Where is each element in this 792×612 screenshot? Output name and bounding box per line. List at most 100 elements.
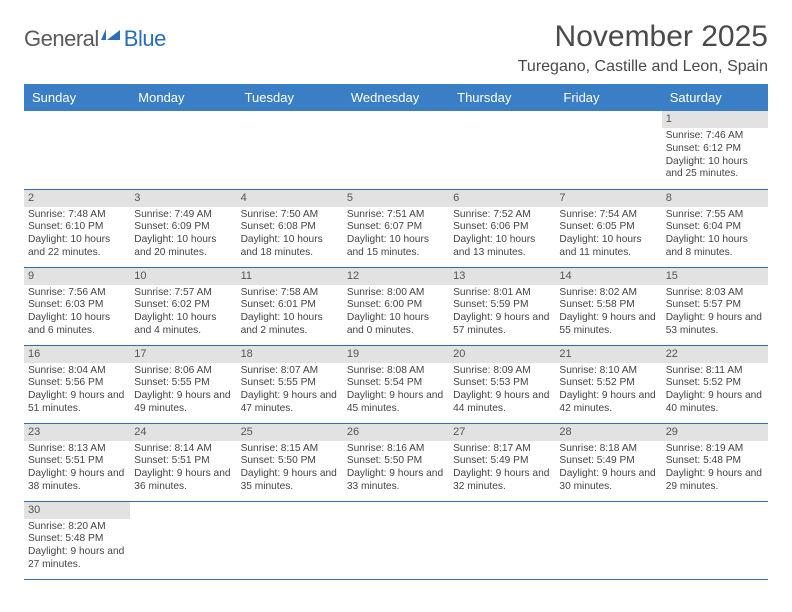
day-number: 5 [343, 190, 449, 207]
logo-text-blue: Blue [124, 26, 166, 52]
day-details: Sunrise: 8:15 AMSunset: 5:50 PMDaylight:… [237, 441, 343, 498]
daylight-line: Daylight: 9 hours and 38 minutes. [28, 468, 124, 492]
sunrise-line: Sunrise: 8:18 AM [559, 443, 637, 454]
sunrise-line: Sunrise: 8:03 AM [666, 287, 744, 298]
logo-text-general: General [24, 26, 99, 52]
day-number: 19 [343, 346, 449, 363]
sunrise-line: Sunrise: 8:11 AM [666, 365, 743, 376]
day-number: 30 [24, 502, 130, 519]
calendar-day-cell: 19Sunrise: 8:08 AMSunset: 5:54 PMDayligh… [343, 345, 449, 423]
sunrise-line: Sunrise: 8:17 AM [453, 443, 531, 454]
calendar-empty-cell [237, 501, 343, 579]
day-header: Monday [130, 84, 236, 111]
calendar-day-cell: 9Sunrise: 7:56 AMSunset: 6:03 PMDaylight… [24, 267, 130, 345]
daylight-line: Daylight: 9 hours and 57 minutes. [453, 312, 549, 336]
calendar-day-cell: 30Sunrise: 8:20 AMSunset: 5:48 PMDayligh… [24, 501, 130, 579]
sunrise-line: Sunrise: 7:57 AM [134, 287, 212, 298]
day-number: 15 [662, 268, 768, 285]
sunrise-line: Sunrise: 7:51 AM [347, 209, 425, 220]
calendar-empty-cell [130, 111, 236, 189]
calendar-empty-cell [343, 501, 449, 579]
day-details: Sunrise: 7:48 AMSunset: 6:10 PMDaylight:… [24, 207, 130, 264]
sunset-line: Sunset: 6:09 PM [134, 221, 209, 232]
calendar-empty-cell [662, 501, 768, 579]
sunset-line: Sunset: 5:48 PM [28, 533, 103, 544]
day-header: Friday [555, 84, 661, 111]
day-details: Sunrise: 7:52 AMSunset: 6:06 PMDaylight:… [449, 207, 555, 264]
day-number: 1 [662, 111, 768, 128]
calendar-empty-cell [237, 111, 343, 189]
daylight-line: Daylight: 10 hours and 6 minutes. [28, 312, 110, 336]
calendar-day-cell: 17Sunrise: 8:06 AMSunset: 5:55 PMDayligh… [130, 345, 236, 423]
daylight-line: Daylight: 10 hours and 4 minutes. [134, 312, 216, 336]
day-details: Sunrise: 7:50 AMSunset: 6:08 PMDaylight:… [237, 207, 343, 264]
sunrise-line: Sunrise: 8:08 AM [347, 365, 425, 376]
day-number: 11 [237, 268, 343, 285]
sunrise-line: Sunrise: 7:58 AM [241, 287, 319, 298]
sunset-line: Sunset: 6:04 PM [666, 221, 741, 232]
day-number: 29 [662, 424, 768, 441]
day-number: 7 [555, 190, 661, 207]
day-number: 27 [449, 424, 555, 441]
sunset-line: Sunset: 5:51 PM [28, 455, 103, 466]
sunset-line: Sunset: 5:51 PM [134, 455, 209, 466]
day-number: 10 [130, 268, 236, 285]
sunset-line: Sunset: 5:50 PM [347, 455, 422, 466]
sunrise-line: Sunrise: 7:56 AM [28, 287, 106, 298]
calendar-empty-cell [555, 501, 661, 579]
sunset-line: Sunset: 5:56 PM [28, 377, 103, 388]
title-block: November 2025 Turegano, Castille and Leo… [518, 20, 768, 76]
day-number: 12 [343, 268, 449, 285]
sunset-line: Sunset: 5:49 PM [559, 455, 634, 466]
calendar-week-row: 2Sunrise: 7:48 AMSunset: 6:10 PMDaylight… [24, 189, 768, 267]
day-header: Sunday [24, 84, 130, 111]
day-details: Sunrise: 8:03 AMSunset: 5:57 PMDaylight:… [662, 285, 768, 342]
day-number: 16 [24, 346, 130, 363]
daylight-line: Daylight: 9 hours and 55 minutes. [559, 312, 655, 336]
sunset-line: Sunset: 5:49 PM [453, 455, 528, 466]
calendar-day-cell: 14Sunrise: 8:02 AMSunset: 5:58 PMDayligh… [555, 267, 661, 345]
calendar-table: SundayMondayTuesdayWednesdayThursdayFrid… [24, 84, 768, 580]
day-details: Sunrise: 8:17 AMSunset: 5:49 PMDaylight:… [449, 441, 555, 498]
calendar-header-row: SundayMondayTuesdayWednesdayThursdayFrid… [24, 84, 768, 111]
sunrise-line: Sunrise: 8:00 AM [347, 287, 425, 298]
sunset-line: Sunset: 6:03 PM [28, 299, 103, 310]
day-number: 24 [130, 424, 236, 441]
day-number: 17 [130, 346, 236, 363]
calendar-day-cell: 21Sunrise: 8:10 AMSunset: 5:52 PMDayligh… [555, 345, 661, 423]
day-details: Sunrise: 8:20 AMSunset: 5:48 PMDaylight:… [24, 519, 130, 576]
day-details: Sunrise: 8:14 AMSunset: 5:51 PMDaylight:… [130, 441, 236, 498]
sunrise-line: Sunrise: 7:46 AM [666, 130, 744, 141]
sunset-line: Sunset: 5:58 PM [559, 299, 634, 310]
calendar-day-cell: 5Sunrise: 7:51 AMSunset: 6:07 PMDaylight… [343, 189, 449, 267]
daylight-line: Daylight: 10 hours and 25 minutes. [666, 156, 748, 180]
sunset-line: Sunset: 6:08 PM [241, 221, 316, 232]
sunrise-line: Sunrise: 7:52 AM [453, 209, 531, 220]
calendar-day-cell: 8Sunrise: 7:55 AMSunset: 6:04 PMDaylight… [662, 189, 768, 267]
day-header: Wednesday [343, 84, 449, 111]
sunset-line: Sunset: 5:52 PM [666, 377, 741, 388]
sunset-line: Sunset: 5:53 PM [453, 377, 528, 388]
sunrise-line: Sunrise: 8:19 AM [666, 443, 744, 454]
sunrise-line: Sunrise: 8:20 AM [28, 521, 106, 532]
day-details: Sunrise: 8:13 AMSunset: 5:51 PMDaylight:… [24, 441, 130, 498]
daylight-line: Daylight: 10 hours and 11 minutes. [559, 234, 641, 258]
calendar-empty-cell [449, 501, 555, 579]
sunrise-line: Sunrise: 7:50 AM [241, 209, 319, 220]
logo: General Blue [24, 26, 166, 52]
sunrise-line: Sunrise: 8:06 AM [134, 365, 212, 376]
day-number: 25 [237, 424, 343, 441]
calendar-week-row: 16Sunrise: 8:04 AMSunset: 5:56 PMDayligh… [24, 345, 768, 423]
sunrise-line: Sunrise: 7:55 AM [666, 209, 744, 220]
sunset-line: Sunset: 6:10 PM [28, 221, 103, 232]
sunset-line: Sunset: 5:48 PM [666, 455, 741, 466]
day-details: Sunrise: 8:11 AMSunset: 5:52 PMDaylight:… [662, 363, 768, 420]
daylight-line: Daylight: 9 hours and 53 minutes. [666, 312, 762, 336]
calendar-day-cell: 15Sunrise: 8:03 AMSunset: 5:57 PMDayligh… [662, 267, 768, 345]
day-details: Sunrise: 7:55 AMSunset: 6:04 PMDaylight:… [662, 207, 768, 264]
daylight-line: Daylight: 9 hours and 30 minutes. [559, 468, 655, 492]
daylight-line: Daylight: 9 hours and 47 minutes. [241, 390, 337, 414]
sunset-line: Sunset: 5:59 PM [453, 299, 528, 310]
day-number: 22 [662, 346, 768, 363]
day-number: 28 [555, 424, 661, 441]
